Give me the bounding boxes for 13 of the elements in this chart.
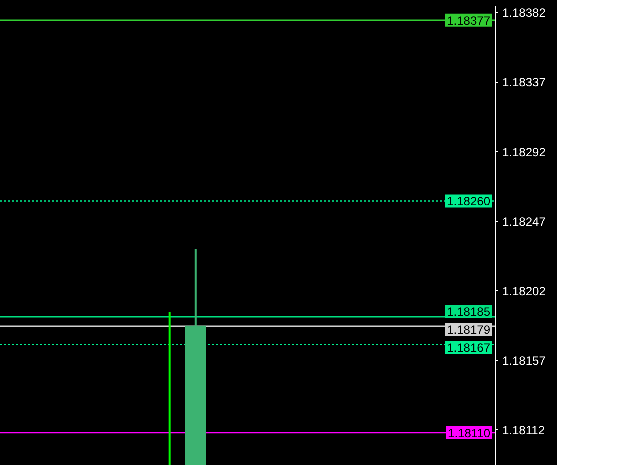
ref-line-label: 1.18260 <box>447 194 491 209</box>
y-tick-label: 1.18382 <box>502 6 546 20</box>
ref-line-label: 1.18377 <box>447 14 491 28</box>
ref-line-label: 1.18179 <box>447 323 491 337</box>
y-tick-label: 1.18337 <box>502 76 546 90</box>
y-tick-label: 1.18202 <box>502 284 546 298</box>
y-tick-label: 1.18292 <box>502 145 546 160</box>
y-tick-label: 1.18112 <box>502 423 546 438</box>
y-tick-label: 1.18157 <box>502 354 546 368</box>
ref-line-label: 1.18110 <box>448 426 491 441</box>
y-tick-label: 1.18247 <box>502 214 546 229</box>
ref-line-label: 1.18185 <box>447 305 491 320</box>
ref-line-label: 1.18167 <box>447 341 491 355</box>
